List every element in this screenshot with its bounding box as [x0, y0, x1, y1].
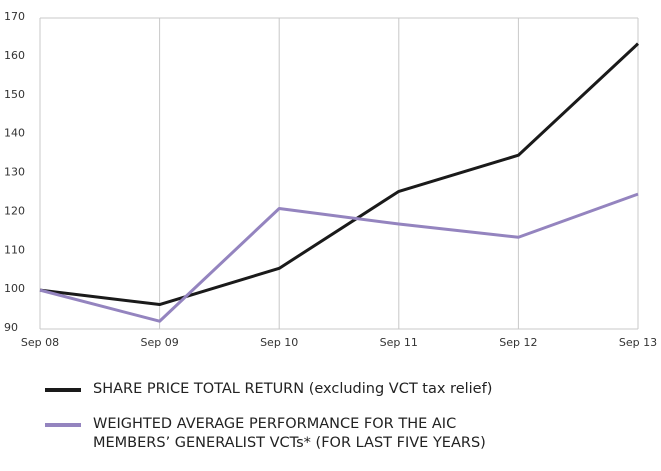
legend-item: WEIGHTED AVERAGE PERFORMANCE FOR THE AIC…	[45, 415, 492, 453]
y-tick-label: 100	[4, 282, 25, 295]
series-line	[39, 192, 639, 323]
y-tick-label: 90	[4, 321, 18, 334]
x-tick-label: Sep 12	[499, 336, 537, 349]
y-tick-label: 130	[4, 166, 25, 179]
y-tick-label: 140	[4, 127, 25, 140]
legend-label: WEIGHTED AVERAGE PERFORMANCE FOR THE AIC…	[93, 416, 486, 451]
x-tick-label: Sep 08	[21, 336, 59, 349]
x-tick-label: Sep 11	[380, 336, 418, 349]
legend-item: SHARE PRICE TOTAL RETURN (excluding VCT …	[45, 380, 492, 399]
y-tick-label: 160	[4, 49, 25, 62]
y-tick-label: 120	[4, 204, 25, 217]
legend-swatch	[45, 388, 81, 392]
y-tick-label: 110	[4, 243, 25, 256]
series-line	[39, 42, 640, 307]
x-tick-label: Sep 13	[619, 336, 657, 349]
legend-label: SHARE PRICE TOTAL RETURN (excluding VCT …	[93, 381, 493, 397]
legend-swatch	[45, 423, 81, 427]
x-tick-label: Sep 09	[140, 336, 178, 349]
legend: SHARE PRICE TOTAL RETURN (excluding VCT …	[45, 380, 492, 469]
x-tick-label: Sep 10	[260, 336, 298, 349]
y-tick-label: 170	[4, 10, 25, 23]
y-tick-label: 150	[4, 88, 25, 101]
chart: 90 100 110 120 130 140 150 160 170 Sep 08 Sep 09 Se…	[4, 10, 657, 349]
